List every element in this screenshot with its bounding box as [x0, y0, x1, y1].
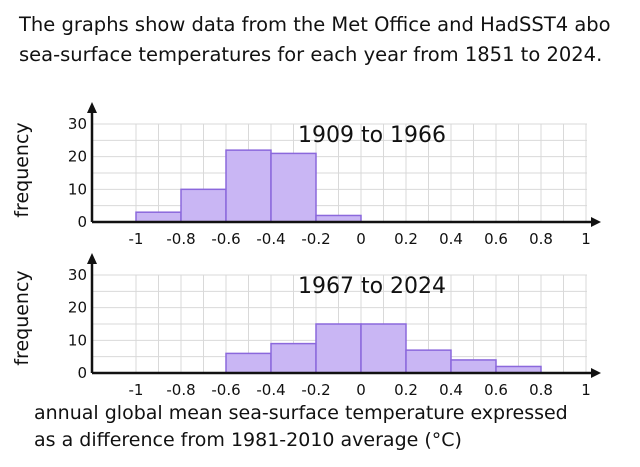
chart2-bar: [360, 323, 407, 374]
chart1-y-tick-label: 20: [68, 148, 87, 166]
chart2-y-axis-label: frequency: [11, 270, 33, 365]
chart2-x-tick-label: -0.4: [256, 381, 285, 399]
chart2-bar: [270, 342, 317, 374]
chart1-y-axis-label: frequency: [11, 122, 33, 217]
chart1-x-tick-label: 0.6: [484, 230, 508, 248]
chart2-bar: [405, 349, 452, 374]
chart1-y-tick-label: 30: [68, 115, 87, 133]
chart2-x-tick-label: 0.6: [484, 381, 508, 399]
chart1-x-tick-label: -0.2: [301, 230, 330, 248]
chart1-title: 1909 to 1966: [298, 123, 446, 148]
chart2-y-tick-label: 30: [68, 266, 87, 284]
chart2-x-arrow: [591, 368, 601, 378]
chart2-y-tick-label: 20: [68, 299, 87, 317]
intro-line-2: sea-surface temperatures for each year f…: [19, 43, 603, 66]
chart1-x-tick-label: -0.8: [166, 230, 195, 248]
chart1-y-tick-label: 10: [68, 180, 87, 198]
chart2-x-tick-label: 0.2: [394, 381, 418, 399]
chart2-x-tick-label: 1: [581, 381, 591, 399]
intro-text: The graphs show data from the Met Office…: [19, 10, 640, 70]
chart1-bar: [180, 188, 227, 223]
chart2-x-tick-label: -0.6: [211, 381, 240, 399]
chart2-y-tick-label: 10: [68, 331, 87, 349]
chart1-x-tick-label: 0.8: [529, 230, 553, 248]
chart1-x-tick-label: 1: [581, 230, 591, 248]
chart2-bar: [450, 359, 497, 374]
chart2-bar: [315, 323, 362, 374]
chart1-x-tick-label: -0.4: [256, 230, 285, 248]
chart1-y-arrow: [87, 102, 97, 113]
chart2-x-tick-label: 0.8: [529, 381, 553, 399]
chart2-title: 1967 to 2024: [298, 274, 446, 299]
chart1-y-tick-label: 0: [77, 213, 87, 231]
x-axis-label: annual global mean sea-surface temperatu…: [34, 400, 568, 454]
chart1-x-arrow: [591, 217, 601, 227]
chart1-x-tick-label: 0.2: [394, 230, 418, 248]
chart2-x-tick-label: -1: [129, 381, 144, 399]
chart2-x-tick-label: -0.2: [301, 381, 330, 399]
chart1-x-tick-label: 0: [356, 230, 366, 248]
chart2-y-tick-label: 0: [77, 364, 87, 382]
chart1-bar: [270, 152, 317, 223]
chart1-x-tick-label: -0.6: [211, 230, 240, 248]
chart2-x-tick-label: -0.8: [166, 381, 195, 399]
chart1-x-tick-label: -1: [129, 230, 144, 248]
chart1-bar: [225, 149, 272, 223]
chart2-x-tick-label: 0.4: [439, 381, 463, 399]
chart1-bar: [135, 211, 182, 223]
chart2-bar: [225, 352, 272, 374]
x-axis-label-line-1: annual global mean sea-surface temperatu…: [34, 402, 568, 424]
chart1-x-tick-label: 0.4: [439, 230, 463, 248]
chart2-y-arrow: [87, 253, 97, 264]
x-axis-label-line-2: as a difference from 1981-2010 average (…: [34, 429, 462, 451]
chart2-x-tick-label: 0: [356, 381, 366, 399]
intro-line-1: The graphs show data from the Met Office…: [19, 13, 611, 36]
